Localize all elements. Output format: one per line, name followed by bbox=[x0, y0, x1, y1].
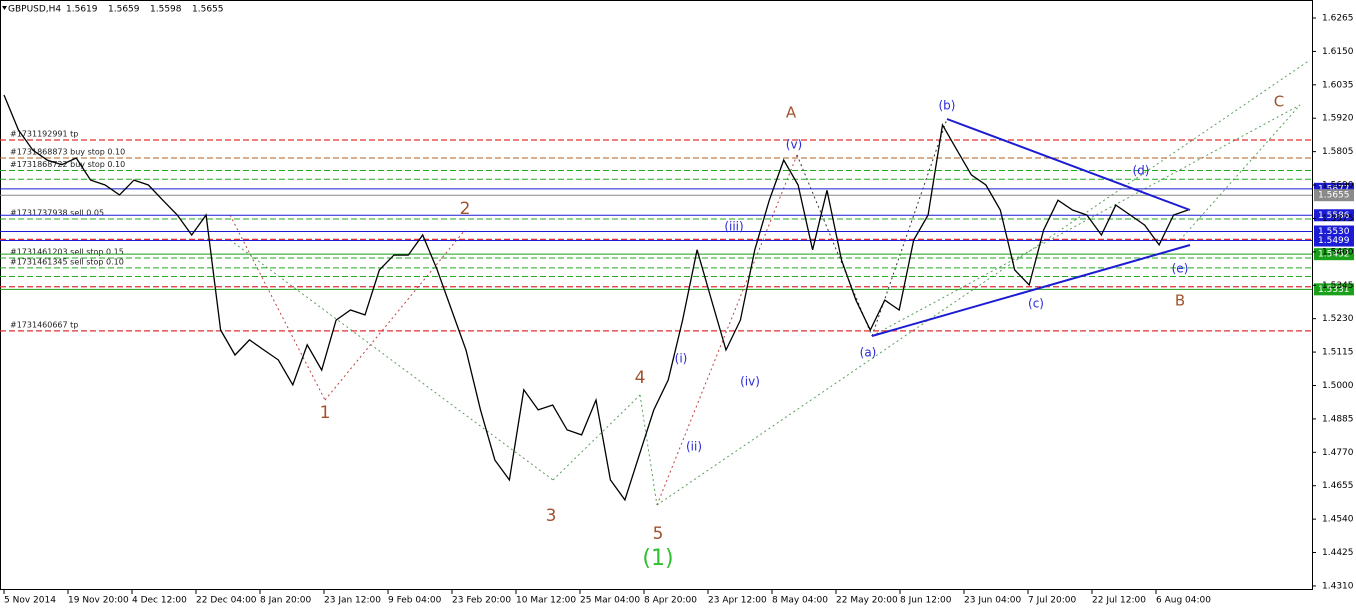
order-label: #1731868873 buy stop 0.10 bbox=[10, 148, 125, 157]
x-tick-label: 8 Jun 12:00 bbox=[900, 596, 952, 606]
wave-label: (ii) bbox=[686, 440, 702, 454]
quote-value: 1.5619 bbox=[66, 5, 98, 15]
wave-line bbox=[656, 59, 1311, 506]
price-tag-label: 1.5655 bbox=[1318, 191, 1350, 201]
x-tick-label: 22 Jul 12:00 bbox=[1092, 596, 1146, 606]
wave-label: A bbox=[786, 104, 797, 122]
x-tick-label: 8 Apr 20:00 bbox=[644, 596, 697, 606]
wave-label: (1) bbox=[642, 546, 673, 571]
wave-label: B bbox=[1175, 292, 1185, 310]
wave-label: (c) bbox=[1028, 297, 1044, 311]
symbol-title: GBPUSD,H4 bbox=[8, 5, 61, 15]
y-tick-label: 1.6265 bbox=[1322, 14, 1354, 24]
wave-label: 4 bbox=[635, 368, 646, 388]
x-tick-label: 23 Apr 12:00 bbox=[708, 596, 767, 606]
quote-value: 1.5655 bbox=[192, 5, 224, 15]
x-tick-label: 19 Nov 20:00 bbox=[68, 596, 129, 606]
plot-frame bbox=[0, 0, 1313, 590]
x-tick-label: 25 Mar 04:00 bbox=[580, 596, 640, 606]
x-tick-label: 23 Jun 04:00 bbox=[964, 596, 1021, 606]
x-tick-label: 23 Feb 20:00 bbox=[452, 596, 511, 606]
price-tag-label: 1.5499 bbox=[1318, 236, 1350, 246]
price-tag bbox=[1314, 209, 1354, 222]
wave-line bbox=[324, 229, 466, 401]
quote-value: 1.5659 bbox=[108, 5, 140, 15]
y-tick-label: 1.5920 bbox=[1322, 114, 1354, 124]
wave-labels: 1 2 3 4 5 (1) A B C (a) (b) (c) (d) (e) … bbox=[320, 93, 1285, 572]
price-tag bbox=[1314, 283, 1354, 296]
x-tick-label: 23 Jan 12:00 bbox=[324, 596, 381, 606]
wave-label: (iv) bbox=[740, 375, 760, 389]
wave-label: 1 bbox=[320, 403, 331, 423]
price-tag-label: 1.5586 bbox=[1318, 211, 1350, 221]
x-tick-label: 7 Jul 20:00 bbox=[1028, 596, 1077, 606]
wave-line bbox=[639, 394, 658, 506]
y-tick-label: 1.4655 bbox=[1322, 481, 1354, 491]
order-label: #1731192991 tp bbox=[10, 130, 78, 139]
wave-label: 3 bbox=[546, 506, 557, 526]
x-tick-label: 8 Jan 20:00 bbox=[260, 596, 312, 606]
y-tick-label: 1.5115 bbox=[1322, 348, 1354, 358]
wave-line bbox=[229, 239, 554, 481]
x-tick-label: 6 Aug 04:00 bbox=[1156, 596, 1211, 606]
wave-line bbox=[871, 104, 1301, 337]
x-tick-label: 5 Nov 2014 bbox=[4, 596, 56, 606]
x-tick-label: 10 Mar 12:00 bbox=[516, 596, 576, 606]
wave-line bbox=[552, 394, 641, 481]
price-tag bbox=[1314, 225, 1354, 238]
order-label: #1731461203 sell stop 0.15 bbox=[10, 247, 124, 256]
price-line bbox=[3, 94, 1189, 502]
y-tick-label: 1.5805 bbox=[1322, 147, 1354, 157]
y-tick-label: 1.5345 bbox=[1322, 281, 1354, 291]
price-tag bbox=[1314, 234, 1354, 247]
wave-label: (v) bbox=[786, 138, 802, 152]
y-tick-label: 1.4770 bbox=[1322, 448, 1354, 458]
order-label: #1731737938 sell 0.05 bbox=[10, 209, 104, 218]
y-tick-label: 1.4425 bbox=[1322, 548, 1354, 558]
price-tag-label: 1.5331 bbox=[1318, 285, 1350, 295]
y-tick-label: 1.5230 bbox=[1322, 314, 1354, 324]
wave-line bbox=[1179, 104, 1301, 241]
wave-label: (b) bbox=[939, 99, 956, 113]
quote: 1.5619 1.5659 1.5598 1.5655 bbox=[66, 5, 224, 15]
wave-label: (e) bbox=[1172, 262, 1189, 276]
x-tick-label: 9 Feb 04:00 bbox=[388, 596, 442, 606]
x-tick-label: 22 May 20:00 bbox=[836, 596, 898, 606]
price-tag bbox=[1314, 189, 1354, 202]
triangle-line bbox=[871, 244, 1191, 337]
order-label: #1731460667 tp bbox=[10, 320, 78, 329]
marks: #1731192991 tp #1731868873 buy stop 0.10 #… bbox=[0, 94, 1354, 502]
wave-label: (i) bbox=[675, 352, 688, 366]
y-tick-label: 1.5460 bbox=[1322, 247, 1354, 257]
price-tag-label: 1.5530 bbox=[1318, 227, 1350, 237]
wave-label: C bbox=[1274, 93, 1284, 111]
wave-label: (iii) bbox=[724, 220, 743, 234]
y-tick-label: 1.4885 bbox=[1322, 414, 1354, 424]
triangle-line bbox=[946, 118, 1191, 211]
wave-label: 5 bbox=[653, 524, 664, 544]
y-tick-label: 1.5690 bbox=[1322, 181, 1354, 191]
x-tick-label: 8 May 04:00 bbox=[772, 596, 828, 606]
price-tag-label: 1.5452 bbox=[1318, 250, 1350, 260]
wave-line bbox=[871, 118, 948, 337]
wave-label: (a) bbox=[860, 346, 877, 360]
y-tick-label: 1.4310 bbox=[1322, 581, 1354, 591]
order-label: #1731868722 buy stop 0.10 bbox=[10, 160, 125, 169]
x-tick-label: 22 Dec 04:00 bbox=[196, 596, 257, 606]
wave-label: (d) bbox=[1133, 164, 1150, 178]
price-tag bbox=[1314, 248, 1354, 261]
wave-label: 2 bbox=[460, 199, 471, 219]
y-tick-label: 1.5575 bbox=[1322, 214, 1354, 224]
y-tick-label: 1.6150 bbox=[1322, 47, 1354, 57]
y-tick-label: 1.4540 bbox=[1322, 515, 1354, 525]
wave-lines bbox=[229, 59, 1311, 506]
order-label: #1731461345 sell stop 0.10 bbox=[10, 257, 124, 266]
quote-value: 1.5598 bbox=[150, 5, 182, 15]
y-tick-label: 1.5000 bbox=[1322, 381, 1354, 391]
x-tick-label: 4 Dec 12:00 bbox=[132, 596, 187, 606]
y-tick-label: 1.6035 bbox=[1322, 80, 1354, 90]
menu-arrow bbox=[2, 6, 7, 10]
